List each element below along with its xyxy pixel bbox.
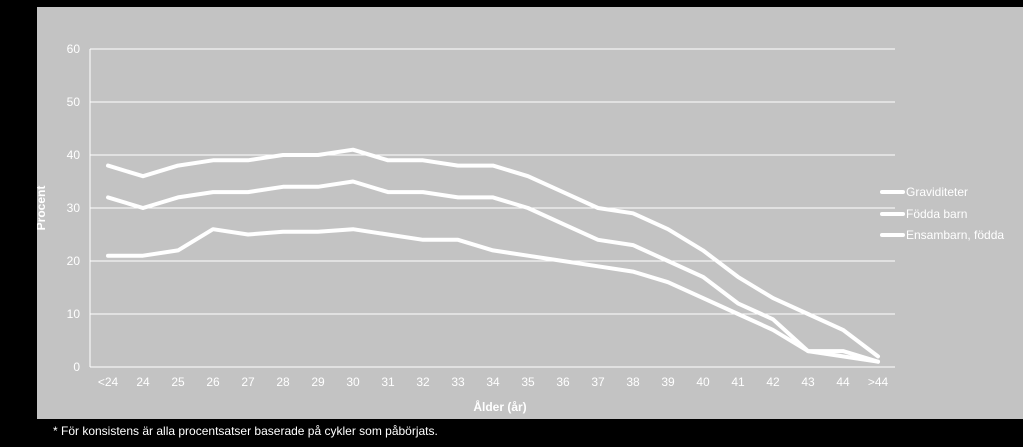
x-tick-label: <24 (98, 375, 119, 389)
x-tick-label: 24 (136, 375, 150, 389)
y-tick-label: 10 (67, 307, 81, 321)
x-tick-label: 28 (276, 375, 290, 389)
x-tick-label: 27 (241, 375, 255, 389)
x-tick-labels: <24 24 25 26 27 28 29 30 31 32 33 34 35 36 37 38 39 40 41 4… (98, 375, 889, 389)
series-line-2 (106, 179, 880, 364)
x-tick-label: 39 (661, 375, 675, 389)
legend: Graviditeter Födda barn Ensambarn, födda (880, 185, 1004, 242)
line-chart: 0 10 20 30 40 50 60 <24 24 25 26 27 28 29 30 31 32 33 34 3… (37, 42, 1004, 414)
y-tick-labels: 0 10 20 30 40 50 60 (67, 42, 81, 374)
x-tick-label: 44 (836, 375, 850, 389)
y-tick-label: 20 (67, 254, 81, 268)
y-tick-label: 40 (67, 148, 81, 162)
x-tick-label: 40 (696, 375, 710, 389)
series-line-3 (106, 227, 880, 364)
y-tick-label: 0 (73, 360, 80, 374)
x-tick-label: 31 (381, 375, 395, 389)
series-line-1 (106, 147, 880, 359)
x-tick-label: 34 (486, 375, 500, 389)
x-tick-label: 37 (591, 375, 605, 389)
x-tick-label: 42 (766, 375, 780, 389)
gridlines (89, 48, 895, 368)
x-tick-label: 29 (311, 375, 325, 389)
x-tick-label: 30 (346, 375, 360, 389)
legend-label: Födda barn (906, 207, 967, 221)
x-tick-label: 36 (556, 375, 570, 389)
x-tick-label: 43 (801, 375, 815, 389)
series-lines (106, 147, 880, 364)
y-axis-title: Procent (37, 186, 48, 231)
x-tick-label: 26 (206, 375, 220, 389)
y-tick-label: 50 (67, 95, 81, 109)
x-tick-label: 41 (731, 375, 745, 389)
y-tick-label: 30 (67, 201, 81, 215)
legend-label: Graviditeter (906, 185, 968, 199)
x-tick-label: 32 (416, 375, 430, 389)
x-tick-label: >44 (868, 375, 889, 389)
footnote: * För konsistens är alla procentsatser b… (53, 424, 438, 438)
x-tick-label: 38 (626, 375, 640, 389)
legend-label: Ensambarn, födda (906, 228, 1004, 242)
x-axis-title: Ålder (år) (473, 399, 526, 414)
x-tick-label: 25 (171, 375, 185, 389)
x-tick-label: 33 (451, 375, 465, 389)
y-tick-label: 60 (67, 42, 81, 56)
chart-panel: 0 10 20 30 40 50 60 <24 24 25 26 27 28 29 30 31 32 33 34 3… (37, 7, 1023, 419)
x-tick-label: 35 (521, 375, 535, 389)
